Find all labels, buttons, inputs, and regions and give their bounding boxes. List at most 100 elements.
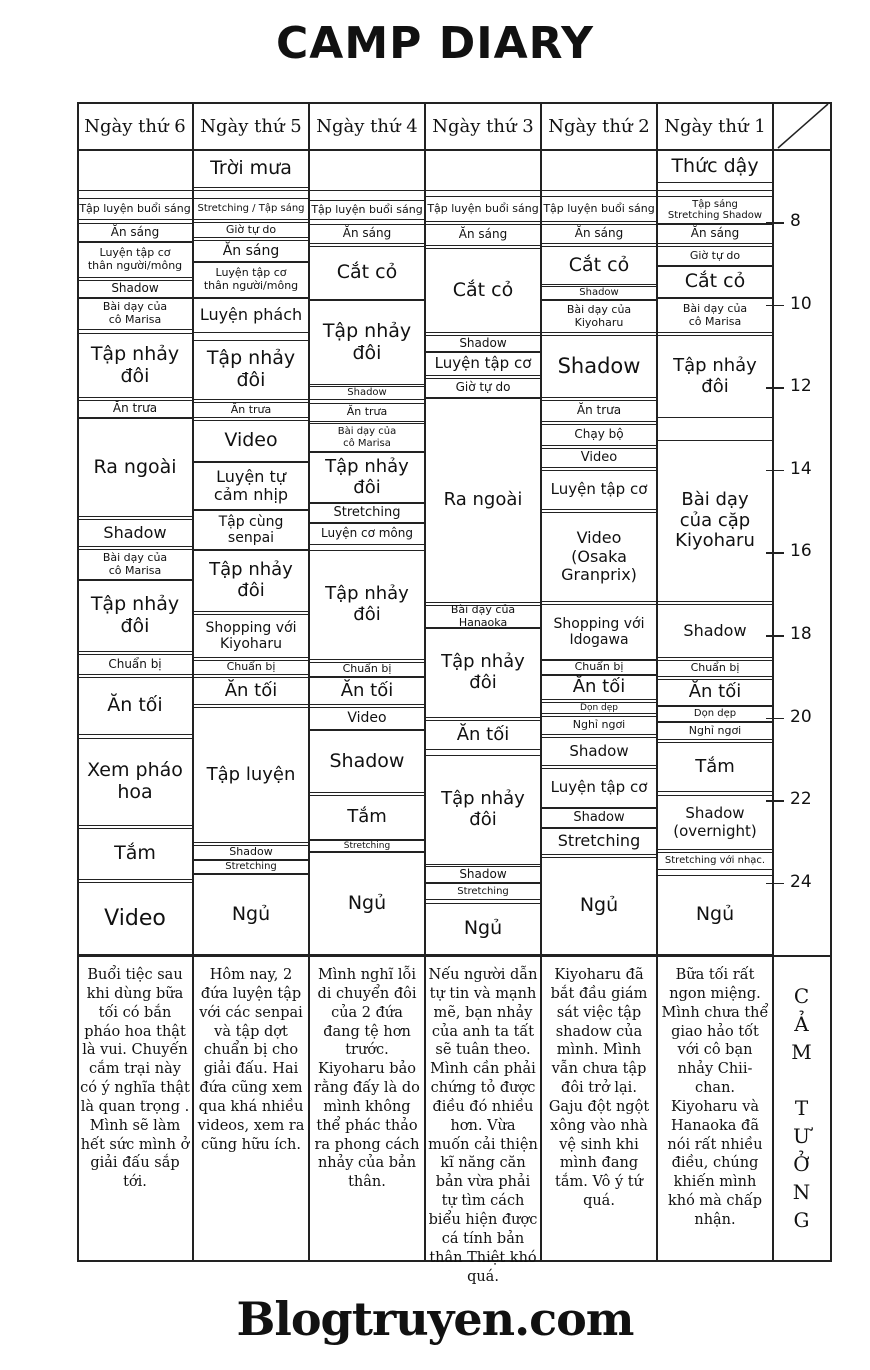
schedule-cell: Tập luyện buổi sáng — [426, 196, 540, 222]
schedule-cell: Nghỉ ngơi — [542, 716, 656, 735]
schedule-cell: Ăn trưa — [542, 400, 656, 422]
schedule-cell: Stretching — [426, 883, 540, 900]
schedule-cell: Ăn trưa — [194, 402, 308, 418]
schedule-cell: Ăn tối — [194, 677, 308, 705]
day-header: Ngày thứ 3 — [432, 115, 534, 137]
schedule-cell: Tập nhảy đôi — [426, 628, 540, 718]
schedule-cell: Shadow — [194, 845, 308, 860]
schedule-cell: Ăn sáng — [542, 224, 656, 244]
row-line — [193, 190, 309, 191]
schedule-cell: Trời mưa — [194, 150, 308, 188]
schedule-cell: Tập luyện — [194, 707, 308, 843]
schedule-cell: Shadow — [542, 335, 656, 398]
schedule-cell: Shadow — [426, 866, 540, 883]
day-header: Ngày thứ 6 — [84, 115, 186, 137]
schedule-cell: Video — [310, 707, 424, 730]
schedule-cell: Tập sáng Stretching Shadow — [658, 196, 772, 224]
schedule-cell: Shadow — [78, 519, 192, 547]
hour-tick — [766, 222, 784, 224]
day-header: Ngày thứ 1 — [664, 115, 766, 137]
schedule-cell: Cắt cỏ — [542, 246, 656, 285]
impression-text: Nếu người dẫn tự tin và mạnh mẽ, bạn nhả… — [428, 967, 538, 1285]
hour-tick — [766, 635, 784, 637]
schedule-cell: Chuẩn bị — [78, 654, 192, 675]
schedule-cell: Video (Osaka Granprix) — [542, 512, 656, 602]
schedule-cell: Ăn sáng — [426, 224, 540, 246]
schedule-cell: Luyện cơ mông — [310, 523, 424, 545]
schedule-cell: Bài dạy của cô Marisa — [78, 298, 192, 330]
hour-tick — [766, 469, 784, 472]
schedule-cell: Ngủ — [194, 874, 308, 955]
column-divider — [772, 102, 774, 1262]
schedule-cell: Tập nhảy đôi — [78, 333, 192, 398]
schedule-cell: Stretching — [194, 860, 308, 874]
schedule-cell: Bài dạy của cặp Kiyoharu — [658, 440, 772, 602]
schedule-cell: Video — [78, 882, 192, 955]
schedule-cell: Shadow — [542, 286, 656, 300]
schedule-cell: Ra ngoài — [426, 398, 540, 603]
schedule-cell: Ngủ — [542, 857, 656, 955]
column-divider — [540, 102, 542, 1262]
schedule-cell: Shadow — [542, 737, 656, 766]
hour-label: 20 — [790, 706, 812, 727]
hour-label: 18 — [790, 624, 812, 644]
schedule-cell: Tắm — [658, 742, 772, 792]
day-header: Ngày thứ 5 — [200, 115, 302, 137]
schedule-cell: Ngủ — [310, 852, 424, 955]
schedule-cell: Cắt cỏ — [426, 248, 540, 333]
impression-text: Hôm nay, 2 đứa luyện tập với các senpai … — [197, 967, 305, 1153]
schedule-cell: Stretching — [310, 503, 424, 523]
schedule-cell: Shopping với Kiyoharu — [194, 614, 308, 658]
schedule-cell: Luyện tập cơ — [542, 768, 656, 808]
schedule-cell: Stretching — [310, 840, 424, 852]
hour-label: 14 — [790, 458, 812, 479]
day-header: Ngày thứ 4 — [316, 115, 418, 137]
schedule-cell: Luyện tập cơ thân người/mông — [194, 262, 308, 298]
schedule-cell: Shadow — [426, 335, 540, 352]
schedule-cell: Bài dạy của Kiyoharu — [542, 300, 656, 333]
schedule-cell: Bài dạy của Hanaoka — [426, 603, 540, 628]
hour-tick — [766, 552, 784, 554]
column-divider — [424, 102, 426, 1262]
hour-tick — [766, 800, 784, 802]
schedule-cell: Ăn sáng — [78, 223, 192, 242]
hour-label: 22 — [790, 789, 812, 810]
schedule-cell: Shadow — [542, 808, 656, 828]
schedule-cell: Xem pháo hoa — [78, 738, 192, 826]
schedule-cell: Tập cùng senpai — [194, 510, 308, 550]
schedule-cell: Video — [194, 420, 308, 462]
schedule-cell: Ra ngoài — [78, 418, 192, 517]
header-divider — [77, 149, 832, 151]
schedule-cell: Shopping với Idogawa — [542, 604, 656, 660]
schedule-cell: Tắm — [78, 828, 192, 880]
schedule-cell: Ăn trưa — [310, 403, 424, 422]
schedule-cell: Giờ tự do — [658, 246, 772, 266]
schedule-cell: Ăn tối — [426, 720, 540, 750]
schedule-cell: Dọn dẹp — [658, 706, 772, 722]
schedule-cell: Cắt cỏ — [310, 246, 424, 300]
hour-tick — [766, 304, 784, 307]
schedule-cell: Ngủ — [658, 875, 772, 955]
schedule-cell: Shadow — [78, 280, 192, 298]
hour-label: 24 — [790, 871, 812, 892]
schedule-cell: Chuẩn bị — [658, 660, 772, 677]
schedule-cell: Luyện phách — [194, 298, 308, 333]
schedule-cell: Chuẩn bị — [542, 660, 656, 675]
schedule-cell: Tập nhảy đôi — [310, 452, 424, 503]
schedule-cell: Stretching / Tập sáng — [194, 198, 308, 220]
schedule-cell: Tập nhảy đôi — [194, 550, 308, 612]
impression-text: Mình nghĩ lỗi di chuyển đôi của 2 đứa đa… — [314, 967, 420, 1191]
schedule-cell: Ngủ — [426, 903, 540, 955]
schedule-cell: Shadow — [310, 386, 424, 400]
diary-table — [77, 102, 832, 1262]
hour-label: 8 — [790, 211, 801, 231]
column-divider — [308, 102, 310, 1262]
row-line — [541, 190, 657, 191]
schedule-cell: Ăn tối — [78, 677, 192, 735]
schedule-cell: Tập luyện buổi sáng — [542, 196, 656, 222]
hour-tick — [766, 387, 784, 389]
title: CAMP DIARY — [276, 18, 594, 69]
schedule-cell: Shadow — [658, 604, 772, 658]
